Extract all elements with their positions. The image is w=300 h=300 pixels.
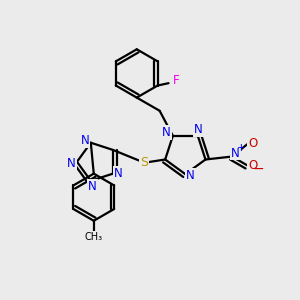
Text: S: S (140, 156, 148, 169)
Text: N: N (67, 157, 76, 170)
Text: −: − (253, 162, 264, 176)
Text: CH₃: CH₃ (85, 232, 103, 242)
Text: N: N (186, 169, 195, 182)
Text: N: N (88, 180, 97, 193)
Text: O: O (248, 137, 257, 150)
Text: +: + (236, 143, 245, 153)
Text: N: N (231, 146, 240, 160)
Text: N: N (194, 123, 203, 136)
Text: N: N (80, 134, 89, 147)
Text: F: F (173, 74, 180, 87)
Text: N: N (114, 167, 123, 180)
Text: N: N (162, 126, 171, 139)
Text: O: O (248, 160, 257, 172)
